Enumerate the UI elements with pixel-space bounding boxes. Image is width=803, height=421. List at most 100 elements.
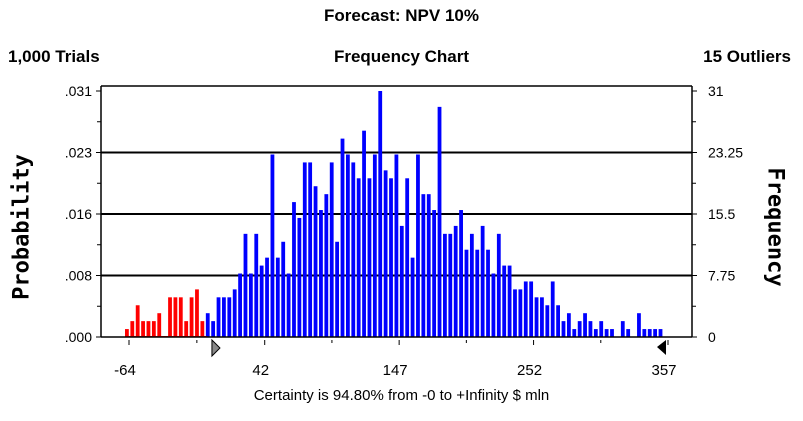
histogram-bar <box>513 289 517 337</box>
y-right-tick-label: 31 <box>708 83 724 99</box>
histogram-bar <box>405 178 410 337</box>
outliers-count: 15 Outliers <box>703 47 791 66</box>
histogram-bar <box>604 329 609 337</box>
trials-count: 1,000 Trials <box>8 47 100 66</box>
histogram-bar <box>248 273 253 337</box>
histogram-bar <box>254 233 259 337</box>
y-right-tick-label: 7.75 <box>708 268 735 284</box>
histogram-bar <box>416 154 420 337</box>
histogram-bar <box>518 289 523 337</box>
histogram-bar <box>534 297 539 337</box>
y-right-tick-label: 23.25 <box>708 145 743 161</box>
histogram-bar <box>561 321 566 337</box>
histogram-bar <box>367 178 372 337</box>
histogram-bar <box>464 249 469 337</box>
histogram-bar <box>125 329 129 337</box>
histogram-bar <box>545 305 550 337</box>
histogram-bar <box>523 281 528 337</box>
x-tick-label: 252 <box>517 362 542 379</box>
histogram-bar <box>383 170 388 337</box>
histogram-bar <box>243 233 248 337</box>
left-certainty-grabber-icon[interactable] <box>211 338 221 358</box>
histogram-bar <box>335 241 340 337</box>
histogram-bar <box>577 321 582 337</box>
y-left-tick-label: .016 <box>65 206 92 222</box>
histogram-bar <box>281 241 286 337</box>
histogram-bar <box>394 154 399 337</box>
histogram-bar <box>222 297 226 337</box>
histogram-bar <box>637 313 641 337</box>
histogram-bar <box>378 91 383 337</box>
histogram-bar <box>469 233 474 337</box>
y-left-tick-label: .031 <box>65 83 92 99</box>
histogram-bar <box>238 273 242 337</box>
histogram-bar <box>297 217 302 337</box>
y-right-tick-label: 0 <box>708 329 716 345</box>
histogram-bar <box>642 329 647 337</box>
histogram-bar <box>658 329 663 337</box>
histogram-bar <box>399 225 404 337</box>
histogram-bar <box>184 321 189 337</box>
chart-type-label: Frequency Chart <box>333 47 470 66</box>
histogram-bar <box>653 329 658 337</box>
histogram-bar <box>157 313 162 337</box>
histogram-bar <box>486 249 490 337</box>
y-axis-right: 0 7.75 15.5 23.25 31 <box>692 83 743 345</box>
histogram-bar <box>372 154 377 337</box>
histogram-bar <box>583 313 587 337</box>
y-left-tick-label: .000 <box>65 329 92 345</box>
histogram-bar <box>626 329 631 337</box>
histogram-bar <box>324 194 329 337</box>
histogram-bar <box>550 281 555 337</box>
histogram-bar <box>340 138 345 337</box>
x-tick-label: -64 <box>114 362 136 379</box>
histogram-bar <box>141 321 145 337</box>
histogram-bar <box>329 162 334 337</box>
histogram-bar <box>146 321 151 337</box>
y-left-tick-label: .008 <box>65 268 92 284</box>
forecast-title: Forecast: NPV 10% <box>324 6 479 25</box>
x-axis: -64 42 147 252 357 <box>114 340 677 379</box>
histogram-bar <box>599 321 604 337</box>
histogram-bar <box>173 297 178 337</box>
histogram-bar <box>593 329 598 337</box>
histogram-bar <box>259 265 264 337</box>
histogram-bar <box>275 257 280 337</box>
histogram-bar <box>200 321 205 337</box>
histogram-bar <box>529 281 534 337</box>
histogram-bar <box>195 289 199 337</box>
histogram-bar <box>572 329 577 337</box>
histogram-bar <box>620 321 625 337</box>
x-tick-label: 357 <box>651 362 676 379</box>
histogram-bar <box>302 162 307 337</box>
histogram-bar <box>507 265 512 337</box>
x-tick-label: 42 <box>252 362 269 379</box>
histogram-bar <box>313 186 318 337</box>
histogram-bar <box>540 297 544 337</box>
histogram-bar <box>496 233 501 337</box>
histogram-bar <box>319 210 323 337</box>
certainty-readout: Certainty is 94.80% from -0 to +Infinity… <box>253 387 550 404</box>
plot-frame <box>100 85 693 338</box>
histogram-bar <box>588 321 593 337</box>
y-axis-left: .000 .008 .016 .023 .031 <box>65 83 101 345</box>
histogram-bar <box>480 225 485 337</box>
histogram-bar <box>647 329 652 337</box>
histogram-bar <box>216 297 221 337</box>
histogram-bar <box>270 154 275 337</box>
histogram-bar <box>437 106 442 337</box>
histogram-bar <box>432 210 437 337</box>
histogram-bar <box>566 313 571 337</box>
y-right-tick-label: 15.5 <box>708 206 735 222</box>
histogram-bar <box>135 305 140 337</box>
histogram-bar <box>265 257 269 337</box>
histogram-bar <box>227 297 232 337</box>
right-certainty-grabber-icon[interactable] <box>657 340 666 355</box>
histogram-bar <box>491 273 496 337</box>
y-left-tick-label: .023 <box>65 145 92 161</box>
histogram-bar <box>453 225 458 337</box>
histogram-bar <box>410 257 415 337</box>
histogram-bar <box>232 289 237 337</box>
histogram-bar <box>448 233 453 337</box>
